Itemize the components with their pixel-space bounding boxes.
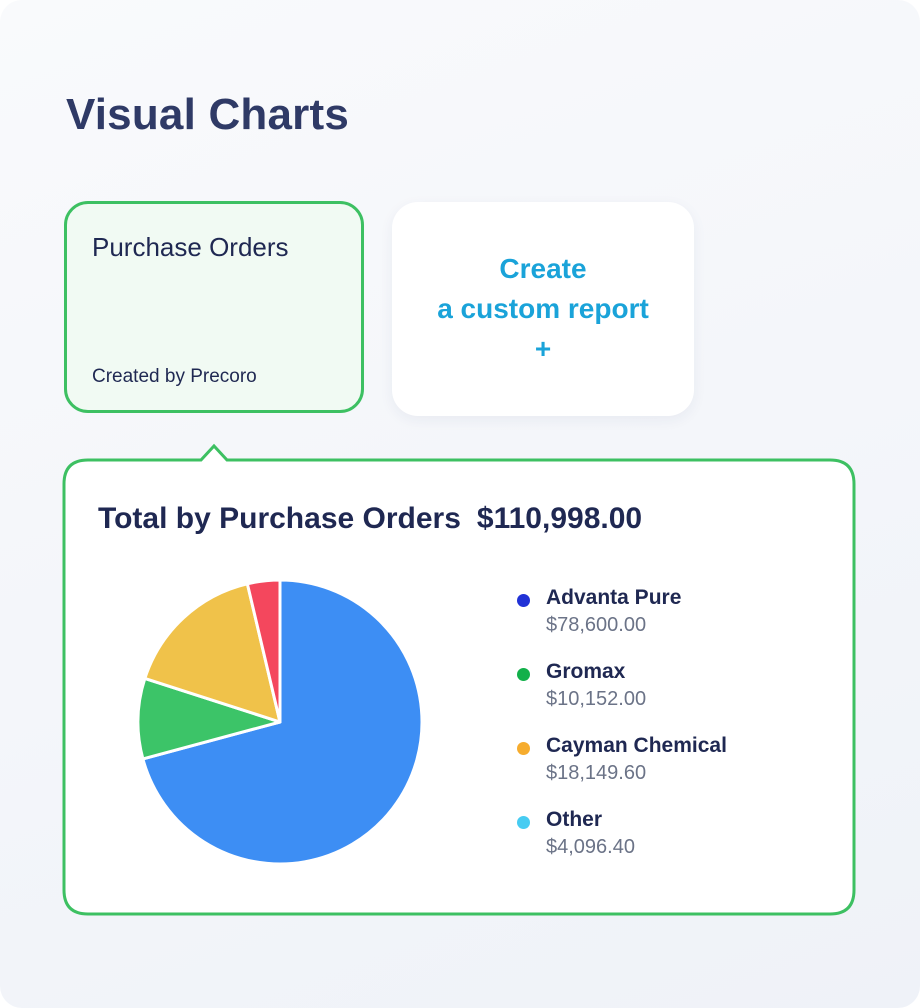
legend-label: Advanta Pure xyxy=(546,586,682,609)
page-title: Visual Charts xyxy=(66,90,350,139)
purchase-orders-card-title: Purchase Orders xyxy=(92,232,289,262)
legend-label: Other xyxy=(546,808,603,831)
create-label: Create xyxy=(499,253,587,284)
legend-dot xyxy=(517,594,530,607)
legend-label: Gromax xyxy=(546,660,626,683)
legend-item: Gromax $10,152.00 xyxy=(517,660,837,734)
pie-chart xyxy=(136,578,424,866)
legend-item: Advanta Pure $78,600.00 xyxy=(517,586,837,660)
legend-value: $4,096.40 xyxy=(546,836,635,858)
create-custom-report-button[interactable]: Create a custom report + xyxy=(392,202,694,416)
legend-label: Cayman Chemical xyxy=(546,734,727,757)
legend-item: Other $4,096.40 xyxy=(517,808,837,882)
legend-value: $78,600.00 xyxy=(546,614,647,636)
pie-slice-advanta-pure xyxy=(141,578,424,866)
pie-slice-gromax xyxy=(136,676,282,761)
legend-dot xyxy=(517,816,530,829)
legend-dot xyxy=(517,742,530,755)
custom-report-label: a custom report xyxy=(437,293,649,324)
legend-item: Cayman Chemical $18,149.60 xyxy=(517,734,837,808)
legend-value: $18,149.60 xyxy=(546,762,647,784)
chart-heading: Total by Purchase Orders $110,998.00 xyxy=(98,502,642,536)
purchase-orders-card-subtitle: Created by Precoro xyxy=(92,366,257,387)
plus-icon: + xyxy=(534,333,552,364)
chart-total: $110,998.00 xyxy=(476,502,643,535)
pie-slice-cayman-chemical xyxy=(143,582,282,724)
chart-title: Total by Purchase Orders xyxy=(98,502,461,535)
legend-dot xyxy=(517,668,530,681)
pie-slice-other xyxy=(245,578,282,724)
chart-legend: Advanta Pure $78,600.00 Gromax $10,152.00 Ca… xyxy=(517,586,837,882)
legend-value: $10,152.00 xyxy=(546,688,647,710)
purchase-orders-card[interactable]: Purchase Orders Created by Precoro xyxy=(64,201,364,413)
